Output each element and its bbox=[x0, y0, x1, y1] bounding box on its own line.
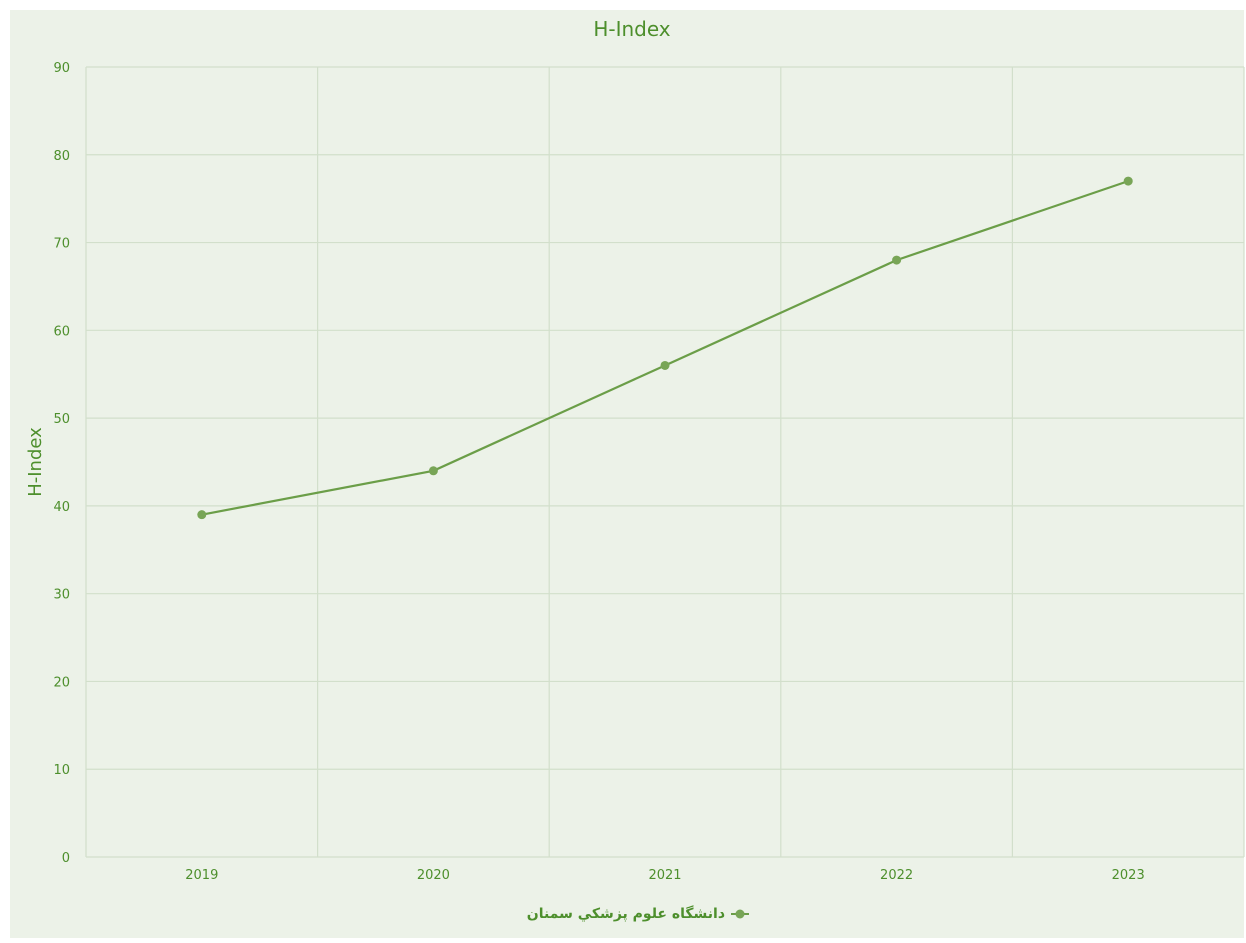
y-tick-label: 70 bbox=[53, 237, 70, 252]
data-point[interactable] bbox=[660, 360, 670, 370]
legend[interactable]: دانشگاه علوم پزشكي سمنان bbox=[527, 905, 749, 922]
data-point[interactable] bbox=[428, 466, 438, 476]
x-tick-label: 2022 bbox=[880, 868, 913, 883]
axes: 0 10 20 30 40 50 60 70 80 90 2019 2020 2021 2022 2023 bbox=[53, 61, 1144, 883]
y-tick-label: 10 bbox=[53, 763, 70, 778]
y-tick-label: 20 bbox=[53, 675, 70, 690]
y-tick-label: 40 bbox=[53, 500, 70, 515]
legend-label: دانشگاه علوم پزشكي سمنان bbox=[527, 905, 725, 922]
data-point[interactable] bbox=[1123, 176, 1133, 186]
y-tick-label: 50 bbox=[53, 412, 70, 427]
chart-title: H-Index bbox=[593, 17, 670, 41]
y-tick-label: 30 bbox=[53, 588, 70, 603]
series-layer bbox=[197, 176, 1133, 520]
data-point[interactable] bbox=[892, 255, 902, 265]
y-tick-label: 60 bbox=[53, 324, 70, 339]
chart-background bbox=[10, 10, 1244, 938]
x-tick-label: 2023 bbox=[1112, 868, 1145, 883]
x-tick-label: 2020 bbox=[417, 868, 450, 883]
y-tick-label: 80 bbox=[53, 149, 70, 164]
y-axis-title: H-Index bbox=[25, 427, 46, 497]
x-tick-label: 2019 bbox=[185, 868, 218, 883]
y-tick-label: 90 bbox=[53, 61, 70, 76]
x-tick-label: 2021 bbox=[648, 868, 681, 883]
legend-marker-icon bbox=[735, 909, 745, 919]
data-point[interactable] bbox=[197, 510, 207, 520]
y-tick-label: 0 bbox=[62, 851, 70, 866]
grid bbox=[85, 66, 1245, 858]
